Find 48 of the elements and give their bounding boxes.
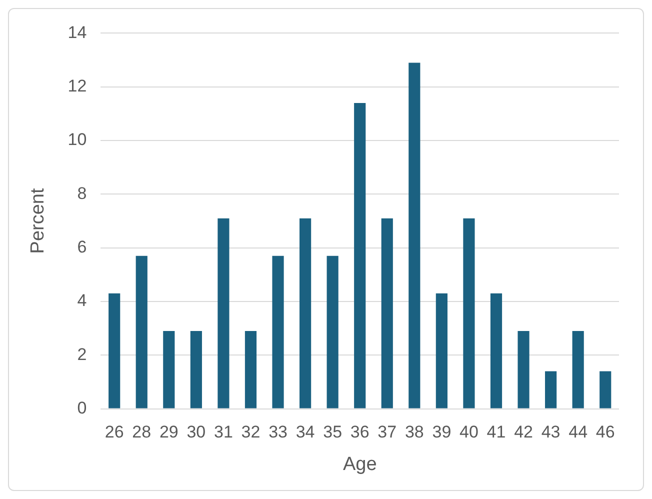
- x-tick-label: 35: [323, 422, 342, 442]
- x-tick-label: 31: [214, 422, 233, 442]
- bar: [163, 330, 175, 408]
- x-tick-label: 34: [296, 422, 315, 442]
- bar: [218, 218, 230, 408]
- bar: [408, 62, 420, 408]
- x-tick-label: 43: [541, 422, 560, 442]
- bar: [190, 330, 202, 408]
- y-tick-label: 4: [77, 291, 87, 310]
- bar: [545, 371, 557, 408]
- x-tick-label: 26: [104, 422, 124, 442]
- bar: [572, 330, 584, 408]
- bar: [300, 218, 312, 408]
- x-axis-title: Age: [342, 454, 377, 475]
- bar: [490, 293, 502, 408]
- y-tick-label: 12: [68, 76, 87, 96]
- bar: [463, 218, 475, 408]
- bar: [326, 256, 338, 408]
- x-tick-label: 39: [432, 422, 452, 442]
- x-tick-label: 42: [514, 422, 533, 442]
- y-tick-label: 6: [77, 238, 87, 257]
- x-tick-label: 33: [268, 422, 288, 442]
- x-tick-label: 36: [350, 422, 370, 442]
- x-tick-label: 44: [568, 422, 588, 442]
- y-tick-label: 14: [68, 22, 87, 42]
- x-tick-label: 32: [241, 422, 260, 442]
- y-tick-label: 10: [68, 130, 87, 150]
- x-tick-label: 30: [186, 422, 206, 442]
- x-tick-label: 46: [596, 422, 615, 442]
- x-tick-label: 40: [460, 422, 478, 442]
- y-tick-label: 8: [77, 184, 87, 203]
- x-tick-label: 29: [159, 422, 178, 442]
- y-axis-title: Percent: [28, 188, 49, 254]
- bar: [136, 256, 148, 408]
- bar: [436, 293, 448, 408]
- bar: [381, 218, 393, 408]
- bar: [244, 330, 257, 408]
- y-tick-label: 0: [77, 398, 87, 418]
- x-tick-label: 38: [404, 422, 424, 442]
- bar: [600, 371, 612, 408]
- x-tick-label: 28: [132, 422, 152, 442]
- bar: [354, 102, 366, 408]
- y-tick-label: 2: [77, 344, 87, 364]
- bar: [518, 330, 530, 408]
- x-tick-label: 37: [378, 422, 397, 442]
- bar: [108, 293, 120, 408]
- x-tick-label: 41: [486, 422, 506, 442]
- bar: [272, 256, 284, 408]
